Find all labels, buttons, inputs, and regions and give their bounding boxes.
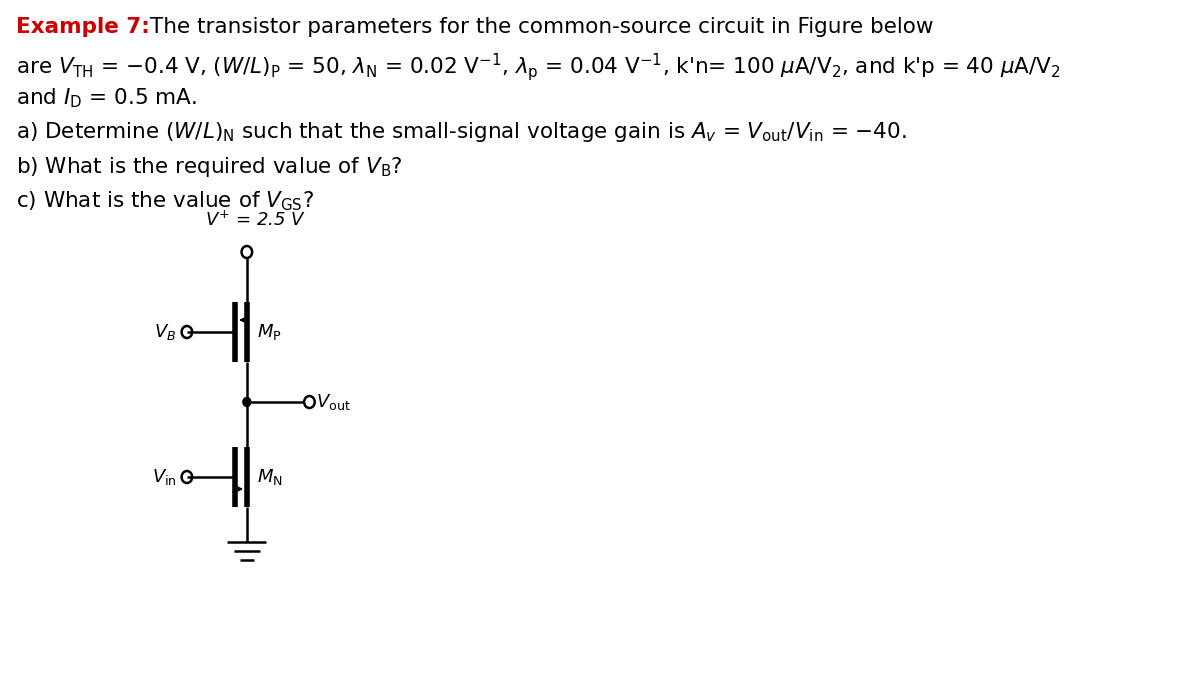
Text: The transistor parameters for the common-source circuit in Figure below: The transistor parameters for the common… — [149, 17, 934, 37]
Text: $M_{\mathrm{P}}$: $M_{\mathrm{P}}$ — [257, 322, 282, 342]
Text: are $V_{\mathrm{TH}}$ = $-$0.4 V, $(W/L)_{\mathrm{P}}$ = 50, $\lambda_{\mathrm{N: are $V_{\mathrm{TH}}$ = $-$0.4 V, $(W/L)… — [15, 51, 1061, 83]
Text: $V_{\mathrm{in}}$: $V_{\mathrm{in}}$ — [152, 467, 177, 487]
Text: a) Determine $(W/L)_{\mathrm{N}}$ such that the small-signal voltage gain is $A_: a) Determine $(W/L)_{\mathrm{N}}$ such t… — [15, 120, 907, 144]
Text: $M_{\mathrm{N}}$: $M_{\mathrm{N}}$ — [257, 467, 283, 487]
Text: $V^{+}$ = 2.5 V: $V^{+}$ = 2.5 V — [205, 211, 306, 230]
Text: c) What is the value of $V_{\mathrm{GS}}$?: c) What is the value of $V_{\mathrm{GS}}… — [15, 189, 314, 213]
Circle shape — [243, 397, 251, 406]
Text: Example 7:: Example 7: — [15, 17, 149, 37]
Text: b) What is the required value of $V_{\mathrm{B}}$?: b) What is the required value of $V_{\ma… — [15, 155, 403, 179]
Text: and $I_{\mathrm{D}}$ = 0.5 mA.: and $I_{\mathrm{D}}$ = 0.5 mA. — [15, 86, 197, 110]
Text: $V_{\mathrm{out}}$: $V_{\mathrm{out}}$ — [316, 392, 351, 412]
Text: $V_B$: $V_B$ — [154, 322, 177, 342]
